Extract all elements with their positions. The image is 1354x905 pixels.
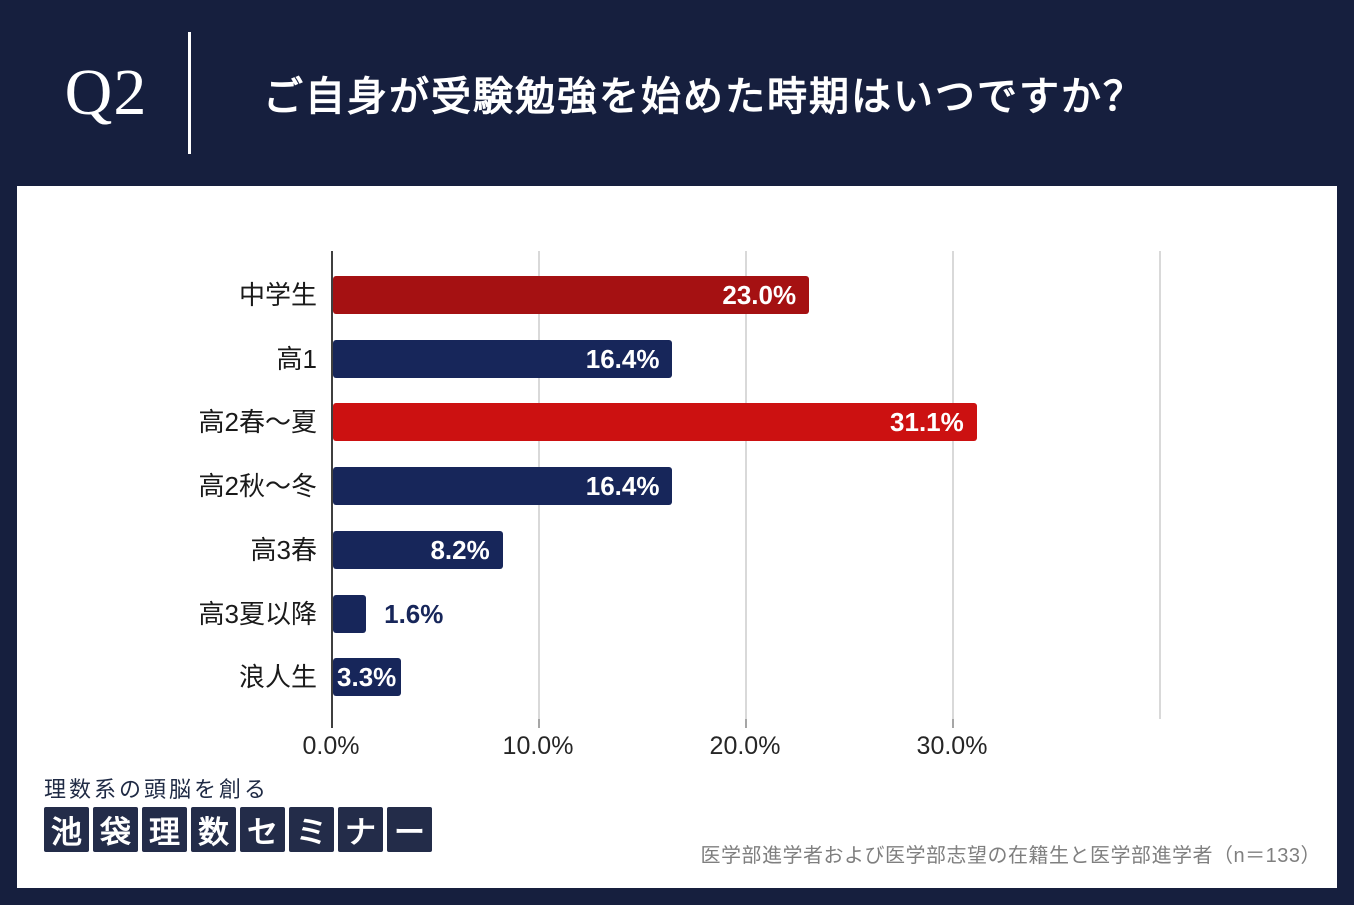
category-label: 高2春〜夏 bbox=[198, 407, 317, 438]
header: Q2 ご自身が受験勉強を始めた時期はいつですか？ bbox=[0, 0, 1354, 186]
bar-value-label: 31.1% bbox=[890, 407, 964, 438]
logo-character-box: ー bbox=[387, 807, 432, 852]
category-label: 高3夏以降 bbox=[198, 598, 317, 629]
question-number: Q2 bbox=[64, 56, 148, 129]
x-axis-tick bbox=[952, 719, 954, 728]
logo-character-box: ナ bbox=[338, 807, 383, 852]
bar bbox=[333, 467, 673, 506]
category-label: 浪人生 bbox=[238, 662, 317, 693]
brand-tagline: 理数系の頭脳を創る bbox=[44, 777, 270, 802]
category-label: 中学生 bbox=[238, 280, 317, 310]
x-axis-tick bbox=[538, 719, 540, 728]
logo-character-box: ミ bbox=[289, 807, 334, 852]
x-axis-tick-label: 0.0% bbox=[302, 732, 360, 760]
category-label: 高3春 bbox=[250, 534, 317, 565]
bar bbox=[333, 403, 977, 442]
gridline bbox=[952, 251, 954, 719]
y-axis-line bbox=[331, 251, 333, 728]
x-axis-tick-label: 30.0% bbox=[916, 732, 988, 760]
x-axis-tick-label: 10.0% bbox=[502, 732, 574, 760]
category-label: 高1 bbox=[276, 343, 317, 374]
bar-value-label: 23.0% bbox=[722, 280, 797, 310]
gridline bbox=[1159, 251, 1161, 719]
bar-value-label: 16.4% bbox=[585, 471, 660, 502]
category-label: 高2秋〜冬 bbox=[198, 471, 317, 502]
sample-footnote: 医学部進学者および医学部志望の在籍生と医学部進学者（n＝133） bbox=[700, 845, 1321, 867]
logo-character-box: 理 bbox=[142, 807, 187, 852]
brand-logo: 池袋理数セミナー bbox=[44, 807, 432, 852]
bar bbox=[333, 339, 673, 378]
bar-value-label: 8.2% bbox=[430, 534, 490, 565]
bar-value-label: 3.3% bbox=[337, 662, 397, 693]
x-axis-tick-label: 20.0% bbox=[709, 732, 781, 760]
bar bbox=[333, 276, 810, 314]
x-axis-tick bbox=[745, 719, 747, 728]
chart-card: 0.0% 10.0% 20.0% 30.0% 中学生 23.0% 高1 16.4% 高2春〜夏 3… bbox=[17, 186, 1337, 888]
bar-value-label: 1.6% bbox=[384, 598, 444, 629]
gridline bbox=[745, 251, 747, 719]
logo-character-box: 袋 bbox=[93, 807, 138, 852]
bar bbox=[333, 530, 503, 569]
logo-character-box: 池 bbox=[44, 807, 89, 852]
logo-character-box: 数 bbox=[191, 807, 236, 852]
header-divider bbox=[188, 32, 191, 154]
bar-value-label: 16.4% bbox=[585, 343, 660, 374]
bar bbox=[333, 594, 367, 633]
bar bbox=[333, 658, 402, 697]
page-title: ご自身が受験勉強を始めた時期はいつですか？ bbox=[263, 74, 1145, 119]
logo-character-box: セ bbox=[240, 807, 285, 852]
bar-chart: 0.0% 10.0% 20.0% 30.0% 中学生 23.0% 高1 16.4% 高2春〜夏 3… bbox=[17, 186, 1337, 888]
